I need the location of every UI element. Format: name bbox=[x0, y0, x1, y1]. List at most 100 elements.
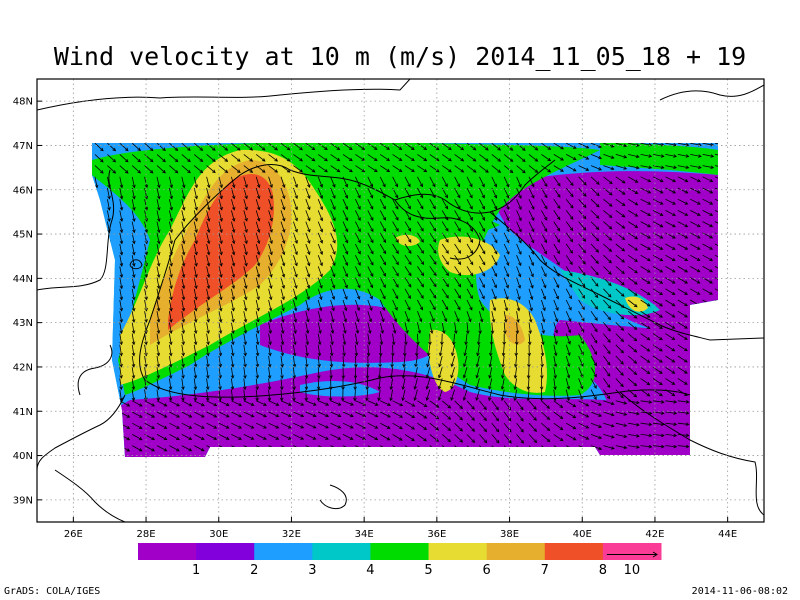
wind-arrow-head bbox=[466, 330, 470, 335]
wind-arrow-head bbox=[471, 417, 475, 421]
wind-arrow-head bbox=[518, 183, 522, 188]
wind-arrow bbox=[466, 288, 473, 299]
wind-arrow-head bbox=[494, 239, 498, 244]
wind-arrow bbox=[107, 210, 110, 222]
wind-arrow bbox=[690, 165, 702, 169]
wind-arrow-head bbox=[659, 201, 664, 205]
wind-arrow bbox=[528, 299, 533, 311]
wind-arrow bbox=[627, 288, 638, 296]
wind-arrow-head bbox=[445, 272, 449, 277]
wind-arrow bbox=[392, 143, 402, 150]
wind-arrow-head bbox=[357, 284, 361, 289]
wind-arrow-head bbox=[119, 263, 124, 267]
wind-arrow bbox=[404, 333, 407, 345]
wind-arrow bbox=[330, 187, 336, 199]
wind-arrow bbox=[429, 299, 436, 310]
wind-arrow bbox=[603, 366, 611, 377]
wind-arrow bbox=[379, 154, 390, 161]
wind-arrow bbox=[193, 378, 197, 390]
wind-arrow-head bbox=[236, 158, 241, 162]
wind-arrow bbox=[131, 299, 135, 311]
wind-arrow-head bbox=[671, 257, 676, 262]
wind-arrow bbox=[454, 422, 463, 432]
wind-arrow-head bbox=[387, 414, 391, 418]
wind-arrow-head bbox=[469, 306, 473, 311]
wind-arrow-head bbox=[156, 352, 161, 357]
wind-arrow-head bbox=[435, 438, 440, 442]
wind-arrow-head bbox=[543, 250, 547, 255]
wind-arrow bbox=[677, 333, 688, 340]
wind-arrow-head bbox=[238, 459, 241, 462]
wind-arrow-head bbox=[402, 364, 406, 368]
wind-arrow-head bbox=[560, 168, 564, 172]
wind-arrow-head bbox=[317, 364, 321, 368]
wind-arrow bbox=[652, 389, 663, 397]
wind-arrow-head bbox=[386, 146, 390, 150]
wind-arrow bbox=[318, 434, 329, 440]
colorbar-label: 2 bbox=[250, 563, 258, 578]
wind-arrow bbox=[379, 255, 386, 265]
wind-arrow-head bbox=[696, 392, 701, 396]
wind-arrow-head bbox=[344, 206, 349, 210]
wind-arrow-head bbox=[119, 229, 124, 234]
wind-arrow bbox=[590, 389, 597, 400]
wind-arrow-head bbox=[188, 414, 193, 418]
wind-arrow bbox=[119, 165, 129, 174]
wind-arrow-head bbox=[533, 439, 538, 443]
wind-arrow-head bbox=[481, 194, 485, 199]
wind-arrow bbox=[342, 243, 348, 255]
wind-arrow-head bbox=[607, 305, 612, 309]
wind-arrow-head bbox=[553, 352, 558, 357]
wind-arrow bbox=[491, 243, 498, 254]
wind-arrow-head bbox=[169, 319, 173, 323]
wind-arrow bbox=[553, 277, 560, 288]
wind-arrow-head bbox=[435, 168, 440, 173]
wind-arrow bbox=[280, 199, 285, 210]
wind-arrow bbox=[193, 344, 197, 356]
wind-arrow bbox=[516, 154, 526, 162]
wind-arrow bbox=[565, 322, 571, 333]
wind-arrow bbox=[541, 243, 547, 254]
wind-arrow bbox=[479, 422, 487, 432]
wind-arrow bbox=[516, 143, 526, 151]
wind-arrow bbox=[466, 411, 475, 421]
wind-arrow bbox=[503, 187, 510, 199]
wind-arrow-head bbox=[698, 422, 702, 426]
wind-arrow-head bbox=[722, 190, 725, 193]
wind-arrow-head bbox=[541, 330, 545, 334]
wind-arrow bbox=[330, 299, 335, 311]
wind-arrow bbox=[392, 210, 399, 221]
wind-arrow bbox=[305, 232, 311, 244]
wind-arrow bbox=[665, 154, 677, 157]
wind-arrow bbox=[714, 366, 718, 374]
wind-arrow-head bbox=[521, 462, 524, 465]
wind-arrow-head bbox=[420, 239, 424, 243]
wind-arrow-head bbox=[392, 330, 397, 334]
wind-arrow bbox=[119, 187, 123, 199]
wind-arrow-head bbox=[684, 201, 689, 205]
wind-arrow bbox=[156, 367, 160, 379]
wind-arrow-head bbox=[437, 385, 442, 390]
wind-arrow-head bbox=[457, 239, 461, 243]
wind-arrow-head bbox=[261, 169, 266, 173]
lat-tick-label: 40N bbox=[13, 451, 33, 462]
wind-arrow bbox=[144, 221, 148, 233]
wind-arrow bbox=[169, 311, 172, 323]
wind-arrow bbox=[565, 333, 571, 345]
wind-arrow bbox=[454, 266, 462, 276]
wind-arrow-head bbox=[319, 217, 324, 222]
wind-arrow-head bbox=[281, 296, 285, 301]
wind-arrow-head bbox=[646, 359, 651, 363]
wind-arrow bbox=[714, 266, 718, 272]
wind-arrow bbox=[677, 254, 688, 261]
wind-arrow-head bbox=[250, 436, 255, 440]
wind-arrow-head bbox=[611, 133, 614, 136]
wind-arrow bbox=[119, 456, 130, 457]
wind-arrow-head bbox=[634, 224, 639, 228]
wind-arrow-head bbox=[531, 206, 535, 210]
wind-arrow bbox=[615, 333, 624, 342]
wind-arrow-head bbox=[560, 157, 564, 161]
wind-arrow bbox=[615, 243, 625, 252]
wind-arrow bbox=[503, 434, 512, 444]
wind-arrow-head bbox=[119, 330, 123, 335]
